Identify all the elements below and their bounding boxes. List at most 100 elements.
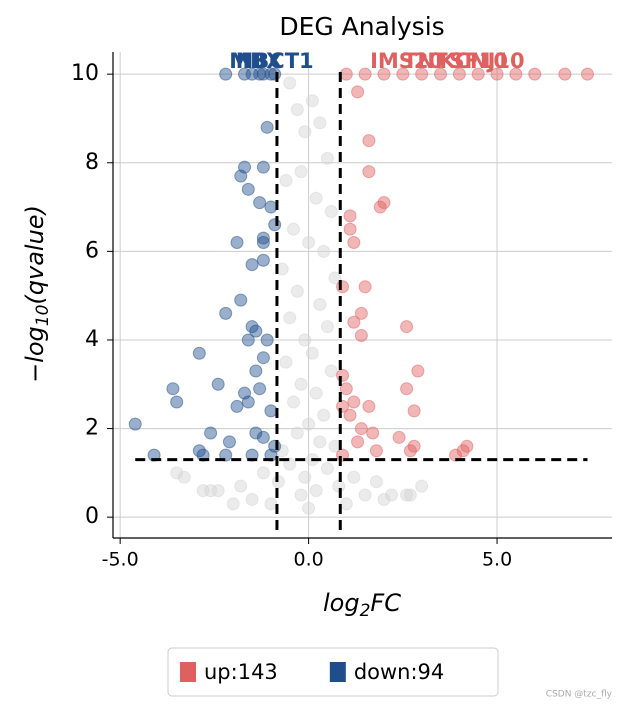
point bbox=[369, 475, 383, 489]
point bbox=[366, 426, 380, 440]
point bbox=[415, 479, 429, 493]
point bbox=[407, 439, 421, 453]
point bbox=[294, 165, 308, 179]
point bbox=[434, 67, 448, 81]
point bbox=[400, 320, 414, 334]
point bbox=[256, 231, 270, 245]
point bbox=[253, 382, 267, 396]
point bbox=[170, 466, 184, 480]
x-label-part: log bbox=[323, 589, 360, 617]
point bbox=[302, 236, 316, 250]
point bbox=[290, 103, 304, 117]
point bbox=[328, 271, 342, 285]
x-label-sub: 2 bbox=[360, 601, 371, 621]
point bbox=[249, 426, 263, 440]
point bbox=[256, 351, 270, 365]
point bbox=[245, 67, 259, 81]
point bbox=[320, 461, 334, 475]
point bbox=[369, 444, 383, 458]
point bbox=[230, 399, 244, 413]
point bbox=[351, 435, 365, 449]
point bbox=[241, 395, 255, 409]
point bbox=[211, 377, 225, 391]
y-tick-label: 2 bbox=[85, 416, 99, 441]
point bbox=[362, 165, 376, 179]
legend-label: down:94 bbox=[354, 660, 444, 684]
point bbox=[339, 67, 353, 81]
point bbox=[347, 315, 361, 329]
point bbox=[204, 426, 218, 440]
point bbox=[347, 236, 361, 250]
point bbox=[283, 76, 297, 90]
gene-label: MBX bbox=[229, 49, 282, 73]
point bbox=[377, 67, 391, 81]
point bbox=[256, 430, 270, 444]
point bbox=[305, 346, 319, 360]
point bbox=[358, 67, 372, 81]
y-tick-label: 8 bbox=[85, 150, 99, 175]
watermark: CSDN @tzc_fly bbox=[546, 690, 613, 700]
point bbox=[226, 497, 240, 511]
legend-swatch bbox=[329, 662, 346, 682]
point bbox=[241, 182, 255, 196]
point bbox=[298, 333, 312, 347]
point bbox=[309, 191, 323, 205]
gene-label: NBCT1 bbox=[236, 49, 314, 73]
x-axis-label: log2FC bbox=[323, 589, 401, 621]
point bbox=[509, 67, 523, 81]
point bbox=[320, 320, 334, 334]
point bbox=[219, 306, 233, 320]
point bbox=[354, 306, 368, 320]
point bbox=[452, 67, 466, 81]
point bbox=[275, 444, 289, 458]
point bbox=[403, 488, 417, 502]
point bbox=[400, 488, 414, 502]
gene-label: KCNJ10 bbox=[439, 49, 524, 73]
point bbox=[238, 67, 252, 81]
x-tick-label: -5.0 bbox=[102, 549, 139, 571]
point bbox=[558, 67, 572, 81]
point bbox=[222, 435, 236, 449]
y-tick-label: 4 bbox=[85, 327, 99, 352]
point bbox=[204, 484, 218, 498]
point bbox=[241, 333, 255, 347]
point bbox=[271, 475, 285, 489]
y-tick-label: 0 bbox=[85, 504, 99, 529]
legend-label: up:143 bbox=[204, 660, 278, 684]
point bbox=[196, 484, 210, 498]
x-tick-label: 0.0 bbox=[293, 549, 323, 571]
point bbox=[351, 85, 365, 99]
point bbox=[298, 125, 312, 139]
point bbox=[313, 116, 327, 130]
point bbox=[256, 466, 270, 480]
point bbox=[234, 479, 248, 493]
point bbox=[411, 364, 425, 378]
point bbox=[264, 404, 278, 418]
point bbox=[287, 222, 301, 236]
point bbox=[358, 280, 372, 294]
point bbox=[354, 329, 368, 343]
point bbox=[298, 470, 312, 484]
legend-swatch bbox=[180, 662, 196, 682]
point bbox=[317, 408, 331, 422]
point bbox=[347, 395, 361, 409]
point bbox=[339, 497, 353, 511]
point bbox=[219, 67, 233, 81]
point bbox=[256, 67, 270, 81]
point bbox=[287, 395, 301, 409]
point bbox=[358, 488, 372, 502]
point bbox=[385, 488, 399, 502]
x-label-part: FC bbox=[370, 589, 401, 617]
point bbox=[336, 280, 350, 294]
gene-label: IMS20 bbox=[370, 49, 443, 73]
point bbox=[294, 488, 308, 502]
y-label-part: −log bbox=[21, 326, 49, 383]
gene-label: TNFSF10 bbox=[403, 49, 508, 73]
point bbox=[471, 67, 485, 81]
point bbox=[490, 67, 504, 81]
point bbox=[170, 395, 184, 409]
point bbox=[253, 67, 267, 81]
y-tick-label: 10 bbox=[71, 61, 99, 86]
